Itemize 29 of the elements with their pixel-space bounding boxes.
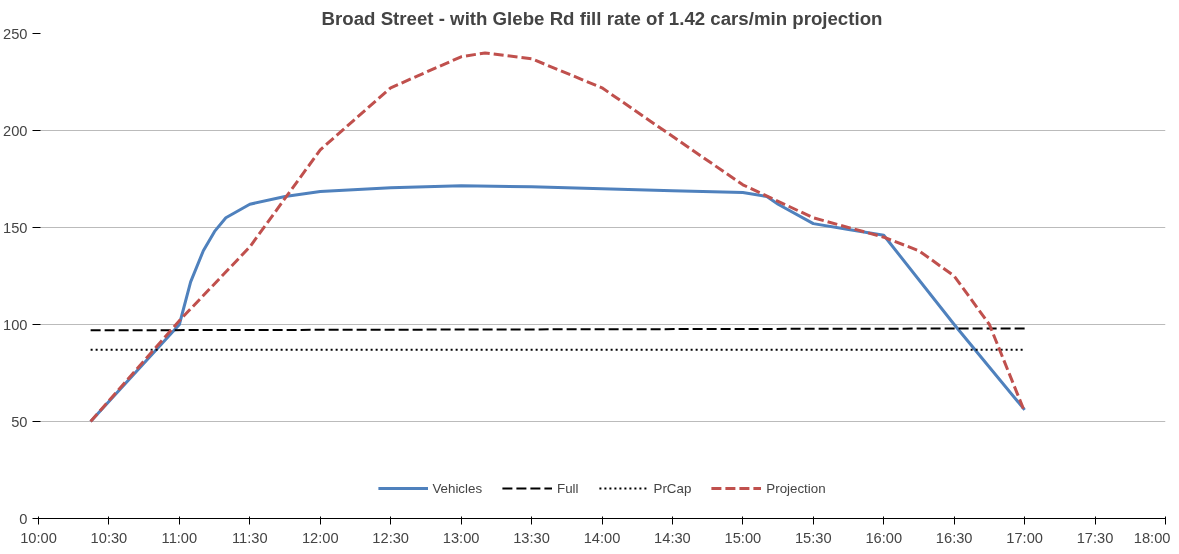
y-tick-label: 0 [19,510,28,527]
x-tick-label: 10:00 [20,529,57,546]
legend-label: Full [557,480,579,496]
x-tick-label: 18:00 [1133,529,1171,546]
legend-label: PrCap [653,480,692,496]
x-tick-label: 10:30 [90,529,128,546]
x-tick-label: 13:30 [513,529,550,546]
legend-label: Projection [766,480,826,496]
x-tick-label: 17:30 [1076,529,1114,546]
x-tick-label: 14:30 [654,529,691,546]
x-tick-label: 12:00 [301,529,339,546]
line-series [89,51,1027,423]
x-tick-label: 11:30 [232,529,268,546]
legend-label: Vehicles [432,480,483,496]
x-tick-label: 16:30 [935,529,973,546]
x-tick-label: 17:00 [1006,529,1043,546]
x-tick-label: 15:00 [724,529,762,546]
x-tick-label: 15:30 [794,529,832,546]
x-tick-label: 16:00 [865,529,903,546]
y-tick-label: 200 [3,122,28,139]
y-tick-label: 250 [3,25,28,42]
y-tick-label: 100 [3,316,28,333]
x-tick-label: 14:00 [583,529,621,546]
chart-title: Broad Street - with Glebe Rd fill rate of 1.42 cars/min projection [321,7,883,29]
y-tick-label: 150 [3,219,28,236]
x-tick-label: 11:00 [161,529,198,546]
x-tick-label: 12:30 [372,529,410,546]
y-tick-label: 50 [11,413,28,430]
x-tick-label: 13:00 [442,529,480,546]
